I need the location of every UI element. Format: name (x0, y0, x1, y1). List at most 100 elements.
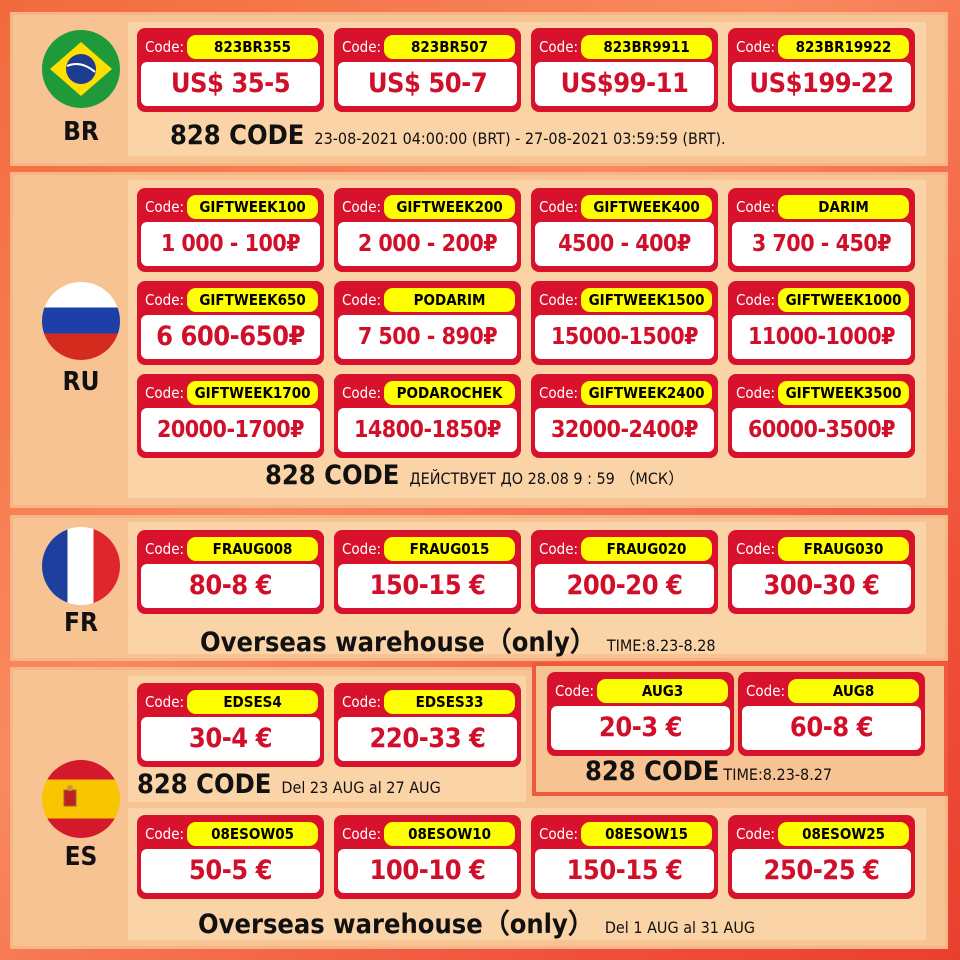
coupon-code-row: Code: DARIM (732, 192, 911, 222)
coupon-code-row: Code: GIFTWEEK1000 (732, 285, 911, 315)
coupon-grid: Code: GIFTWEEK100 1 000 - 100₽ Code: GIFTWEE… (137, 188, 937, 458)
coupon-code[interactable]: EDSES4 (187, 690, 318, 714)
coupon-code[interactable]: 823BR507 (384, 35, 515, 59)
coupon-code[interactable]: AUG8 (788, 679, 919, 703)
coupon-card[interactable]: Code: 08ESOW05 50-5 € (137, 815, 324, 899)
coupon-card[interactable]: Code: GIFTWEEK1000 11000-1000₽ (728, 281, 915, 365)
coupon-code[interactable]: AUG3 (597, 679, 728, 703)
coupon-card[interactable]: Code: FRAUG015 150-15 € (334, 530, 521, 614)
coupon-code[interactable]: GIFTWEEK650 (187, 288, 318, 312)
coupon-card[interactable]: Code: GIFTWEEK1700 20000-1700₽ (137, 374, 324, 458)
coupon-card[interactable]: Code: 823BR9911 US$99-11 (531, 28, 718, 112)
coupon-code-row: Code: AUG3 (551, 676, 730, 706)
code-label: Code: (145, 825, 185, 843)
coupon-code-row: Code: FRAUG015 (338, 534, 517, 564)
coupon-code[interactable]: GIFTWEEK1000 (778, 288, 909, 312)
coupon-card[interactable]: Code: GIFTWEEK3500 60000-3500₽ (728, 374, 915, 458)
coupon-card[interactable]: Code: DARIM 3 700 - 450₽ (728, 188, 915, 272)
coupon-code-row: Code: GIFTWEEK400 (535, 192, 714, 222)
coupon-code[interactable]: GIFTWEEK3500 (778, 381, 909, 405)
br-footer: 828 CODE 23-08-2021 04:00:00 (BRT) - 27-0… (170, 120, 726, 151)
country-code-br: BR (63, 117, 99, 147)
footer-text: Del 23 AUG al 27 AUG (281, 778, 441, 797)
coupon-code[interactable]: PODARIM (384, 288, 515, 312)
footer-text: 23-08-2021 04:00:00 (BRT) - 27-08-2021 0… (314, 129, 726, 148)
coupon-amount: 20000-1700₽ (141, 408, 320, 452)
coupon-code[interactable]: GIFTWEEK1500 (581, 288, 712, 312)
code-label: Code: (736, 540, 776, 558)
coupon-code[interactable]: GIFTWEEK1700 (187, 381, 318, 405)
coupon-amount: US$ 35-5 (141, 62, 320, 106)
coupon-code-row: Code: 823BR9911 (535, 32, 714, 62)
coupon-card[interactable]: Code: GIFTWEEK650 6 600-650₽ (137, 281, 324, 365)
coupon-card[interactable]: Code: 08ESOW10 100-10 € (334, 815, 521, 899)
coupon-amount: 220-33 € (338, 717, 517, 761)
code-label: Code: (145, 693, 185, 711)
code-label: Code: (539, 384, 579, 402)
coupon-code[interactable]: FRAUG020 (581, 537, 712, 561)
coupon-card[interactable]: Code: PODARIM 7 500 - 890₽ (334, 281, 521, 365)
footer-title: 828 CODE (137, 769, 272, 800)
coupon-code[interactable]: 08ESOW05 (187, 822, 318, 846)
coupon-card[interactable]: Code: GIFTWEEK400 4500 - 400₽ (531, 188, 718, 272)
coupon-code[interactable]: EDSES33 (384, 690, 515, 714)
coupon-card[interactable]: Code: 08ESOW25 250-25 € (728, 815, 915, 899)
coupon-code[interactable]: 823BR9911 (581, 35, 712, 59)
coupon-amount: 11000-1000₽ (732, 315, 911, 359)
coupon-code[interactable]: FRAUG030 (778, 537, 909, 561)
coupon-code[interactable]: GIFTWEEK100 (187, 195, 318, 219)
coupon-card[interactable]: Code: FRAUG020 200-20 € (531, 530, 718, 614)
coupon-code-row: Code: 823BR355 (141, 32, 320, 62)
coupon-code[interactable]: PODAROCHEK (384, 381, 515, 405)
coupon-code[interactable]: 08ESOW10 (384, 822, 515, 846)
code-label: Code: (736, 384, 776, 402)
coupon-code[interactable]: GIFTWEEK400 (581, 195, 712, 219)
coupon-card[interactable]: Code: AUG8 60-8 € (738, 672, 925, 756)
coupon-card[interactable]: Code: 823BR507 US$ 50-7 (334, 28, 521, 112)
coupon-grid: Code: 08ESOW05 50-5 € Code: 08ESOW10 100-10 €… (137, 815, 937, 899)
coupon-code[interactable]: GIFTWEEK2400 (581, 381, 712, 405)
coupon-code[interactable]: FRAUG008 (187, 537, 318, 561)
coupon-code-row: Code: PODARIM (338, 285, 517, 315)
coupon-card[interactable]: Code: GIFTWEEK1500 15000-1500₽ (531, 281, 718, 365)
ru-footer: 828 CODE ДЕЙСТВУЕТ ДО 28.08 9 : 59 （МСК） (265, 460, 684, 491)
coupon-code-row: Code: PODAROCHEK (338, 378, 517, 408)
coupon-card[interactable]: Code: GIFTWEEK200 2 000 - 200₽ (334, 188, 521, 272)
coupon-code-row: Code: FRAUG020 (535, 534, 714, 564)
coupon-card[interactable]: Code: AUG3 20-3 € (547, 672, 734, 756)
coupon-card[interactable]: Code: PODAROCHEK 14800-1850₽ (334, 374, 521, 458)
code-label: Code: (342, 540, 382, 558)
coupon-card[interactable]: Code: EDSES4 30-4 € (137, 683, 324, 767)
coupon-amount: 6 600-650₽ (141, 315, 320, 359)
coupon-code-row: Code: GIFTWEEK1500 (535, 285, 714, 315)
coupon-amount: 60-8 € (742, 706, 921, 750)
coupon-code[interactable]: 823BR19922 (778, 35, 909, 59)
coupon-code[interactable]: DARIM (778, 195, 909, 219)
code-label: Code: (342, 291, 382, 309)
code-label: Code: (736, 38, 776, 56)
coupon-card[interactable]: Code: 823BR19922 US$199-22 (728, 28, 915, 112)
footer-text: Del 1 AUG al 31 AUG (604, 918, 756, 937)
coupon-code[interactable]: 08ESOW15 (581, 822, 712, 846)
coupon-code-row: Code: GIFTWEEK1700 (141, 378, 320, 408)
coupon-code-row: Code: EDSES33 (338, 687, 517, 717)
coupon-code[interactable]: GIFTWEEK200 (384, 195, 515, 219)
coupon-amount: 50-5 € (141, 849, 320, 893)
coupon-card[interactable]: Code: FRAUG030 300-30 € (728, 530, 915, 614)
es-footer-3: Overseas warehouse（only） Del 1 AUG al 31 … (198, 902, 755, 941)
coupon-card[interactable]: Code: 823BR355 US$ 35-5 (137, 28, 324, 112)
footer-text: ДЕЙСТВУЕТ ДО 28.08 9 : 59 （МСК） (409, 469, 685, 488)
code-label: Code: (145, 540, 185, 558)
footer-title: 828 CODE (265, 460, 400, 491)
coupon-code[interactable]: 08ESOW25 (778, 822, 909, 846)
coupon-card[interactable]: Code: GIFTWEEK2400 32000-2400₽ (531, 374, 718, 458)
coupon-card[interactable]: Code: EDSES33 220-33 € (334, 683, 521, 767)
es-footer-1: 828 CODE Del 23 AUG al 27 AUG (137, 769, 441, 800)
code-label: Code: (539, 291, 579, 309)
coupon-code[interactable]: 823BR355 (187, 35, 318, 59)
coupon-code[interactable]: FRAUG015 (384, 537, 515, 561)
france-flag-icon (42, 527, 120, 605)
coupon-card[interactable]: Code: 08ESOW15 150-15 € (531, 815, 718, 899)
coupon-card[interactable]: Code: FRAUG008 80-8 € (137, 530, 324, 614)
coupon-card[interactable]: Code: GIFTWEEK100 1 000 - 100₽ (137, 188, 324, 272)
